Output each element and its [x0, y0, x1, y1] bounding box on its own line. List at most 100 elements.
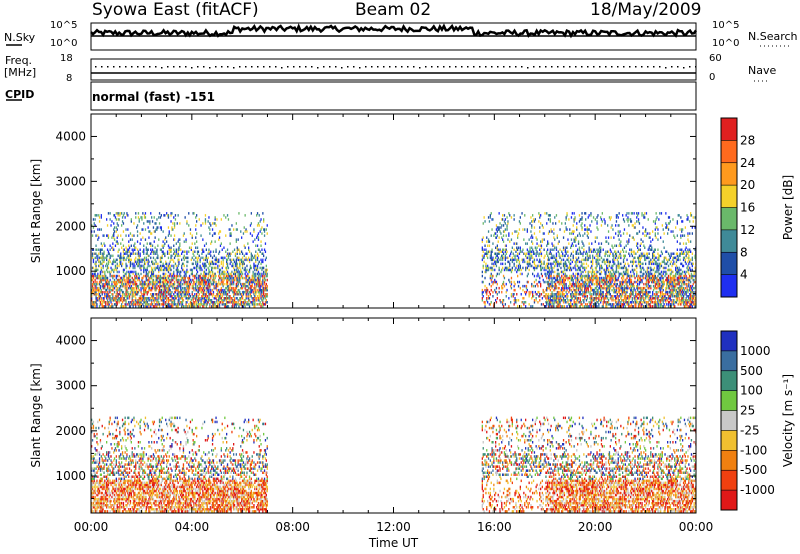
echo-pixel [544, 254, 546, 258]
echo-pixel [584, 268, 586, 272]
echo-pixel [184, 293, 186, 296]
echo-pixel [576, 299, 578, 302]
echo-pixel [148, 286, 150, 290]
echo-pixel [140, 303, 142, 306]
echo-pixel [198, 274, 200, 278]
echo-pixel [260, 282, 262, 286]
echo-pixel [128, 301, 130, 304]
echo-pixel [509, 262, 511, 266]
echo-pixel [591, 293, 593, 296]
echo-pixel [226, 293, 228, 296]
echo-pixel [576, 276, 578, 280]
echo-pixel [144, 301, 147, 304]
echo-pixel [225, 293, 227, 296]
echo-pixel [487, 266, 489, 270]
echo-pixel [98, 282, 101, 286]
echo-pixel [143, 293, 146, 296]
echo-pixel [585, 295, 587, 298]
echo-pixel [546, 244, 548, 247]
echo-pixel [583, 250, 585, 253]
echo-pixel [138, 274, 140, 278]
echo-pixel [539, 252, 541, 255]
echo-pixel [144, 282, 147, 286]
echo-pixel [498, 226, 500, 229]
echo-pixel [556, 236, 558, 239]
echo-pixel [194, 303, 196, 306]
echo-pixel [139, 305, 141, 308]
echo-pixel [600, 248, 602, 251]
echo-pixel [255, 288, 257, 292]
echo-pixel [525, 266, 527, 270]
echo-pixel [266, 293, 268, 296]
echo-pixel [149, 276, 151, 280]
echo-pixel [550, 266, 552, 270]
echo-pixel [562, 280, 564, 284]
echo-pixel [237, 299, 239, 302]
echo-pixel [571, 230, 573, 233]
echo-pixel [196, 286, 199, 290]
echo-pixel [535, 297, 537, 300]
echo-pixel [131, 293, 133, 296]
echo-pixel [504, 228, 506, 231]
echo-pixel [158, 268, 160, 272]
echo-pixel [613, 270, 615, 274]
nave-dot [227, 66, 229, 68]
nave-tick-bottom: 0 [709, 72, 716, 83]
echo-pixel [263, 282, 266, 286]
echo-pixel [143, 270, 145, 274]
echo-pixel [188, 224, 190, 227]
echo-pixel [92, 258, 95, 262]
echo-pixel [175, 242, 177, 245]
echo-pixel [569, 264, 571, 268]
echo-pixel [208, 278, 210, 282]
echo-pixel [119, 260, 121, 264]
echo-pixel [122, 290, 125, 294]
echo-pixel [562, 305, 564, 308]
echo-pixel [514, 288, 516, 292]
echo-pixel [586, 228, 588, 231]
echo-pixel [491, 258, 493, 262]
echo-pixel [230, 232, 232, 235]
echo-pixel [169, 305, 171, 308]
echo-pixel [264, 270, 267, 274]
echo-pixel [206, 278, 208, 282]
echo-pixel [514, 297, 516, 300]
echo-pixel [200, 290, 202, 294]
echo-pixel [574, 290, 576, 294]
echo-pixel [161, 256, 163, 260]
echo-pixel [144, 297, 147, 300]
echo-pixel [593, 288, 596, 292]
echo-pixel [487, 268, 489, 272]
echo-pixel [597, 214, 599, 217]
echo-pixel [530, 250, 532, 253]
echo-pixel [108, 301, 110, 304]
echo-pixel [593, 270, 596, 274]
echo-pixel [99, 260, 102, 264]
echo-pixel [566, 264, 568, 268]
echo-pixel [106, 266, 109, 270]
echo-pixel [165, 293, 167, 296]
echo-pixel [126, 282, 128, 286]
echo-pixel [203, 301, 206, 304]
echo-pixel [227, 252, 230, 255]
nave-dot [503, 66, 505, 68]
echo-pixel [597, 270, 599, 274]
echo-pixel [532, 295, 535, 298]
echo-pixel [532, 220, 534, 223]
echo-pixel [218, 280, 220, 284]
echo-pixel [495, 290, 497, 294]
echo-pixel [173, 295, 176, 298]
echo-pixel [611, 295, 613, 298]
echo-pixel [253, 266, 255, 270]
echo-pixel [579, 276, 581, 280]
echo-pixel [203, 301, 205, 304]
echo-pixel [120, 242, 122, 245]
echo-pixel [607, 301, 609, 304]
echo-pixel [91, 254, 94, 258]
echo-pixel [207, 286, 209, 290]
echo-pixel [152, 256, 155, 260]
echo-pixel [589, 284, 591, 288]
echo-pixel [128, 258, 131, 262]
echo-pixel [108, 270, 110, 274]
echo-pixel [116, 262, 118, 266]
